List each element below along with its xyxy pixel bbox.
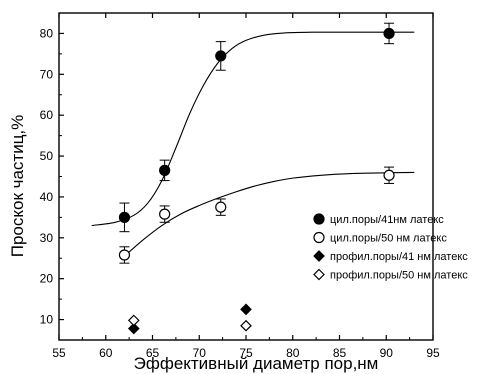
legend-label-series-2: цил.поры/50 нм латекс bbox=[330, 233, 447, 245]
y-tick-label: 20 bbox=[40, 272, 54, 286]
data-point-series-2 bbox=[383, 169, 395, 181]
data-point-series-4 bbox=[240, 319, 252, 332]
y-tick-label: 60 bbox=[40, 108, 54, 122]
x-tick-label: 90 bbox=[380, 346, 394, 360]
x-tick-label: 80 bbox=[286, 346, 300, 360]
data-point-series-1 bbox=[159, 164, 171, 176]
x-axis-title: Эффективный диаметр пор,нм bbox=[134, 354, 379, 373]
plot-frame bbox=[58, 12, 434, 341]
error-bars-group bbox=[119, 22, 395, 264]
data-point-series-3 bbox=[127, 322, 140, 335]
x-tick-label: 75 bbox=[239, 346, 253, 360]
fit-curve-series-2 bbox=[124, 171, 415, 257]
axes-group: 55 60 65 70 75 80 85 90 95 10 20 30 40 50 60 70 80 bbox=[40, 12, 440, 360]
y-tick-label: 30 bbox=[40, 231, 54, 245]
data-point-series-1 bbox=[215, 50, 227, 62]
legend-label-series-3: профил.поры/41 нм латекс bbox=[330, 251, 468, 263]
y-tick-label: 50 bbox=[40, 149, 54, 163]
legend-marker-series-2 bbox=[313, 231, 325, 244]
data-point-series-3 bbox=[240, 303, 252, 316]
legend-label-series-1: цил.поры/41нм латекс bbox=[330, 214, 444, 226]
x-tick-label: 55 bbox=[52, 346, 66, 360]
legend-marker-series-3 bbox=[313, 250, 325, 262]
x-tick-label: 85 bbox=[333, 346, 347, 360]
y-axis-title: Проскок частиц,% bbox=[8, 115, 27, 258]
legend: цил.поры/41нм латекс цил.поры/50 нм латек… bbox=[313, 213, 468, 282]
legend-label-series-4: профил.поры/50 нм латекс bbox=[330, 270, 468, 282]
data-points-group bbox=[118, 27, 395, 335]
data-point-series-1 bbox=[383, 27, 395, 40]
y-tick-label: 10 bbox=[40, 313, 54, 327]
fit-curves-group bbox=[91, 31, 415, 257]
data-point-series-2 bbox=[159, 208, 171, 220]
legend-marker-series-1 bbox=[313, 213, 325, 225]
x-tick-label: 70 bbox=[193, 346, 207, 360]
y-tick-label: 40 bbox=[40, 190, 54, 204]
x-tick-label: 60 bbox=[99, 346, 113, 360]
legend-marker-series-4 bbox=[313, 268, 325, 281]
data-point-series-2 bbox=[118, 249, 131, 261]
y-tick-label: 80 bbox=[40, 26, 54, 40]
x-tick-label: 65 bbox=[146, 346, 160, 360]
fit-curve-series-1 bbox=[91, 31, 415, 227]
y-tick-label: 70 bbox=[40, 67, 54, 81]
data-point-series-1 bbox=[118, 211, 131, 223]
data-point-series-4 bbox=[127, 314, 140, 327]
x-tick-label: 95 bbox=[426, 346, 440, 360]
data-point-series-2 bbox=[215, 201, 227, 213]
